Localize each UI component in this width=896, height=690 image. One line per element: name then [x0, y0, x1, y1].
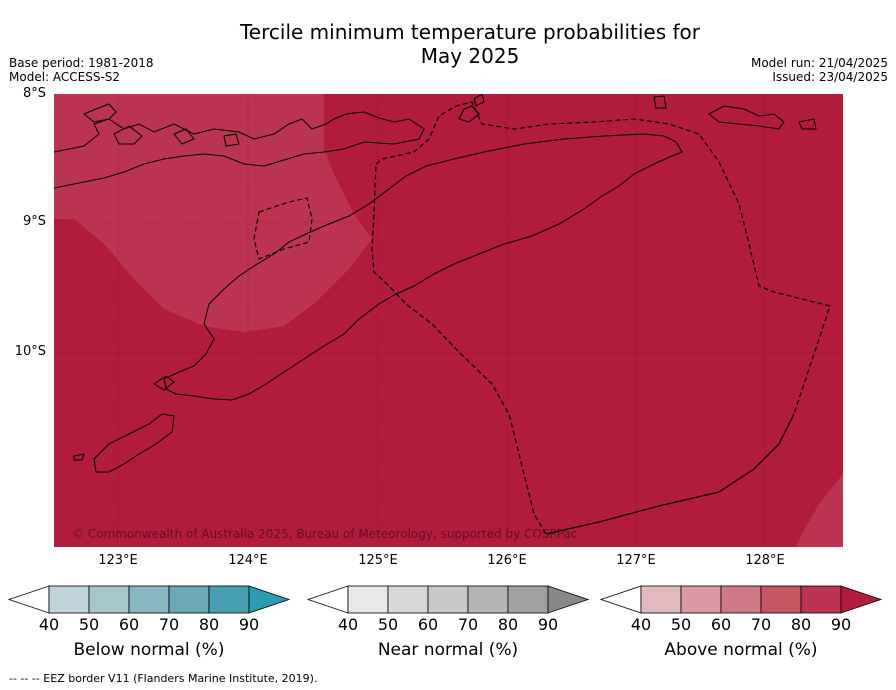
colorbar-low-arrow	[599, 585, 642, 614]
lat-label-8s: 8°S	[22, 86, 46, 101]
colorbar-tick: 40	[337, 615, 359, 634]
colorbar-tick: 70	[158, 615, 180, 634]
eez-border	[253, 101, 831, 535]
lat-label-10s: 10°S	[14, 344, 46, 359]
boundary-solid	[545, 413, 795, 535]
meta-left: Base period: 1981-2018 Model: ACCESS-S2	[9, 56, 154, 84]
coastlines	[54, 94, 817, 473]
eez-footer-note: -- -- -- EEZ border V11 (Flanders Marine…	[9, 672, 318, 685]
lon-label-126e: 126°E	[487, 553, 527, 568]
colorbar-tick: 40	[38, 615, 60, 634]
base-period: Base period: 1981-2018	[9, 56, 154, 70]
graticule	[54, 94, 843, 547]
copyright-notice: © Commonwealth of Australia 2025, Bureau…	[72, 527, 578, 541]
colorbar-tick: 50	[670, 615, 692, 634]
colorbar-tick: 60	[118, 615, 140, 634]
colorbar-segment	[128, 585, 170, 614]
colorbar-high-arrow	[840, 585, 883, 614]
colorbar-segment	[427, 585, 469, 614]
colorbar-segment	[640, 585, 682, 614]
colorbar-segment	[208, 585, 250, 614]
lat-label-9s: 9°S	[22, 214, 46, 229]
probability-map	[54, 94, 843, 547]
lon-label-128e: 128°E	[745, 553, 785, 568]
colorbar-label: Above normal (%)	[664, 640, 818, 660]
colorbar-tick: 80	[198, 615, 220, 634]
colorbar-label: Below normal (%)	[73, 640, 225, 660]
colorbar-tick: 90	[830, 615, 852, 634]
colorbars	[7, 585, 883, 614]
colorbar-tick: 80	[790, 615, 812, 634]
colorbar-segment	[760, 585, 802, 614]
colorbar-tick: 50	[78, 615, 100, 634]
model-run: Model run: 21/04/2025	[750, 56, 888, 70]
region-80-90-southeast	[796, 474, 843, 547]
colorbar-tick: 70	[750, 615, 772, 634]
colorbar-tick: 70	[457, 615, 479, 634]
colorbar-segment	[467, 585, 509, 614]
colorbar-tick: 60	[710, 615, 732, 634]
colorbar-tick: 90	[537, 615, 559, 634]
title-line-1: Tercile minimum temperature probabilitie…	[239, 20, 701, 44]
lon-label-123e: 123°E	[98, 553, 138, 568]
colorbar-segment	[800, 585, 842, 614]
chart-title: Tercile minimum temperature probabilitie…	[0, 20, 896, 68]
issued-date: Issued: 23/04/2025	[772, 70, 888, 84]
model-name: Model: ACCESS-S2	[9, 70, 121, 84]
colorbar-tick: 60	[417, 615, 439, 634]
colorbar-segment	[48, 585, 90, 614]
colorbar-tick: 40	[630, 615, 652, 634]
colorbar-segment	[347, 585, 389, 614]
colorbar-segment	[680, 585, 722, 614]
colorbar-high-arrow	[248, 585, 291, 614]
colorbar-tick: 80	[497, 615, 519, 634]
colorbar-segment	[168, 585, 210, 614]
colorbar-low-arrow	[7, 585, 50, 614]
meta-right: Model run: 21/04/2025 Issued: 23/04/2025	[751, 56, 888, 84]
colorbar-low-arrow	[306, 585, 349, 614]
colorbar-segment	[88, 585, 130, 614]
lon-label-127e: 127°E	[616, 553, 656, 568]
lon-label-124e: 124°E	[228, 553, 268, 568]
colorbar-1	[7, 585, 291, 614]
region-80-90-top	[164, 134, 324, 192]
title-line-2: May 2025	[420, 44, 520, 68]
colorbar-tick: 90	[238, 615, 260, 634]
colorbar-tick: 50	[377, 615, 399, 634]
colorbar-segment	[507, 585, 549, 614]
colorbar-segment	[387, 585, 429, 614]
colorbar-high-arrow	[547, 585, 590, 614]
lon-label-125e: 125°E	[358, 553, 398, 568]
colorbar-3	[599, 585, 883, 614]
colorbar-segment	[720, 585, 762, 614]
colorbar-label: Near normal (%)	[377, 640, 519, 660]
colorbar-2	[306, 585, 590, 614]
